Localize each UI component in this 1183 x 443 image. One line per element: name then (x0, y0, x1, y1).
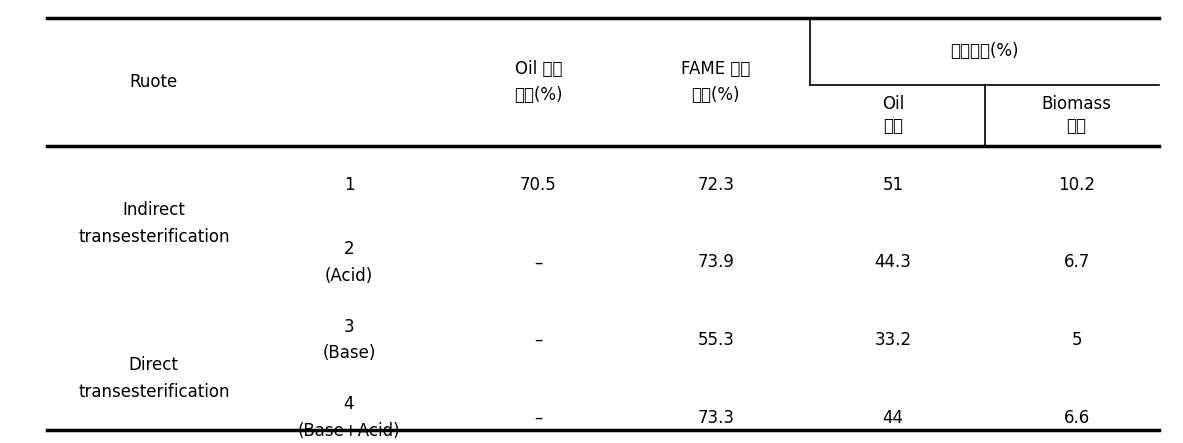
Text: 6.7: 6.7 (1064, 253, 1090, 272)
Text: 수율(%): 수율(%) (692, 86, 739, 104)
Text: 4: 4 (344, 395, 354, 413)
Text: Indirect: Indirect (122, 202, 186, 219)
Text: Biomass: Biomass (1041, 95, 1112, 113)
Text: (Base+Acid): (Base+Acid) (298, 422, 400, 440)
Text: 대비: 대비 (1067, 117, 1086, 136)
Text: 44.3: 44.3 (874, 253, 912, 272)
Text: 73.9: 73.9 (697, 253, 735, 272)
Text: 6.6: 6.6 (1064, 408, 1090, 427)
Text: 55.3: 55.3 (697, 331, 735, 349)
Text: 51: 51 (883, 176, 904, 194)
Text: Oil 추출: Oil 추출 (515, 60, 562, 78)
Text: Ruote: Ruote (130, 73, 177, 91)
Text: –: – (534, 408, 543, 427)
Text: Oil: Oil (883, 95, 904, 113)
Text: 1: 1 (344, 176, 354, 194)
Text: FAME 합성: FAME 합성 (681, 60, 750, 78)
Text: transesterification: transesterification (78, 228, 230, 246)
Text: 수율(%): 수율(%) (515, 86, 562, 104)
Text: transesterification: transesterification (78, 383, 230, 401)
Text: 70.5: 70.5 (519, 176, 557, 194)
Text: 대비: 대비 (884, 117, 903, 136)
Text: 73.3: 73.3 (697, 408, 735, 427)
Text: (Base): (Base) (322, 344, 376, 362)
Text: (Acid): (Acid) (325, 267, 373, 285)
Text: 10.2: 10.2 (1058, 176, 1095, 194)
Text: 5: 5 (1072, 331, 1081, 349)
Text: Direct: Direct (129, 357, 179, 374)
Text: –: – (534, 253, 543, 272)
Text: 총괄수율(%): 총괄수율(%) (951, 42, 1019, 60)
Text: –: – (534, 331, 543, 349)
Text: 2: 2 (344, 240, 354, 258)
Text: 44: 44 (883, 408, 904, 427)
Text: 3: 3 (344, 318, 354, 336)
Text: 33.2: 33.2 (874, 331, 912, 349)
Text: 72.3: 72.3 (697, 176, 735, 194)
